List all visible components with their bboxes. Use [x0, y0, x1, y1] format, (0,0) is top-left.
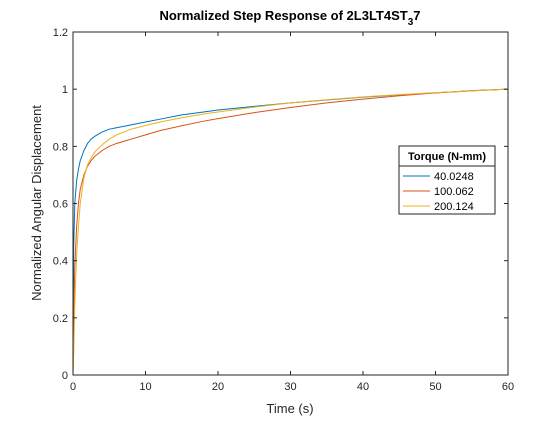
chart-title-subscript: 3 — [408, 17, 414, 28]
y-axis-label: Normalized Angular Displacement — [29, 105, 44, 301]
chart-title: Normalized Step Response of 2L3LT4ST37 — [159, 8, 420, 28]
series-line-2 — [72, 88, 509, 376]
x-tick-label: 0 — [70, 381, 76, 393]
y-tick-label: 0.6 — [53, 199, 68, 211]
y-tick-label: 0.2 — [53, 313, 68, 325]
legend: Torque (N-mm) 40.0248 100.062 200.124 — [398, 145, 496, 215]
series-line-3 — [72, 88, 509, 376]
legend-label-2: 100.062 — [434, 186, 474, 198]
x-tick-label: 30 — [284, 381, 296, 393]
y-tick-label: 0 — [62, 370, 68, 382]
chart-title-main: Normalized Step Response of 2L3LT4ST — [159, 8, 407, 23]
y-tick-label: 1.2 — [53, 27, 68, 39]
y-tick-label: 0.8 — [53, 141, 68, 153]
x-axis-label: Time (s) — [266, 401, 313, 416]
legend-label-1: 40.0248 — [434, 171, 474, 183]
y-tick-label: 1 — [62, 84, 68, 96]
x-tick-label: 20 — [212, 381, 224, 393]
x-tick-label: 40 — [357, 381, 369, 393]
legend-box — [398, 145, 496, 215]
legend-entries: 40.0248 100.062 200.124 — [403, 171, 474, 213]
x-tick-label: 10 — [139, 381, 151, 393]
ticks-layer: 0 10 20 30 40 50 60 0 0.2 0.4 0.6 0.8 1 1.2 — [53, 27, 514, 393]
x-tick-label: 60 — [502, 381, 514, 393]
x-tick-label: 50 — [429, 381, 441, 393]
legend-label-3: 200.124 — [434, 201, 474, 213]
chart-title-suffix: 7 — [413, 8, 420, 23]
legend-title: Torque (N-mm) — [408, 151, 486, 163]
y-tick-label: 0.4 — [53, 256, 68, 268]
series-layer — [72, 88, 509, 376]
